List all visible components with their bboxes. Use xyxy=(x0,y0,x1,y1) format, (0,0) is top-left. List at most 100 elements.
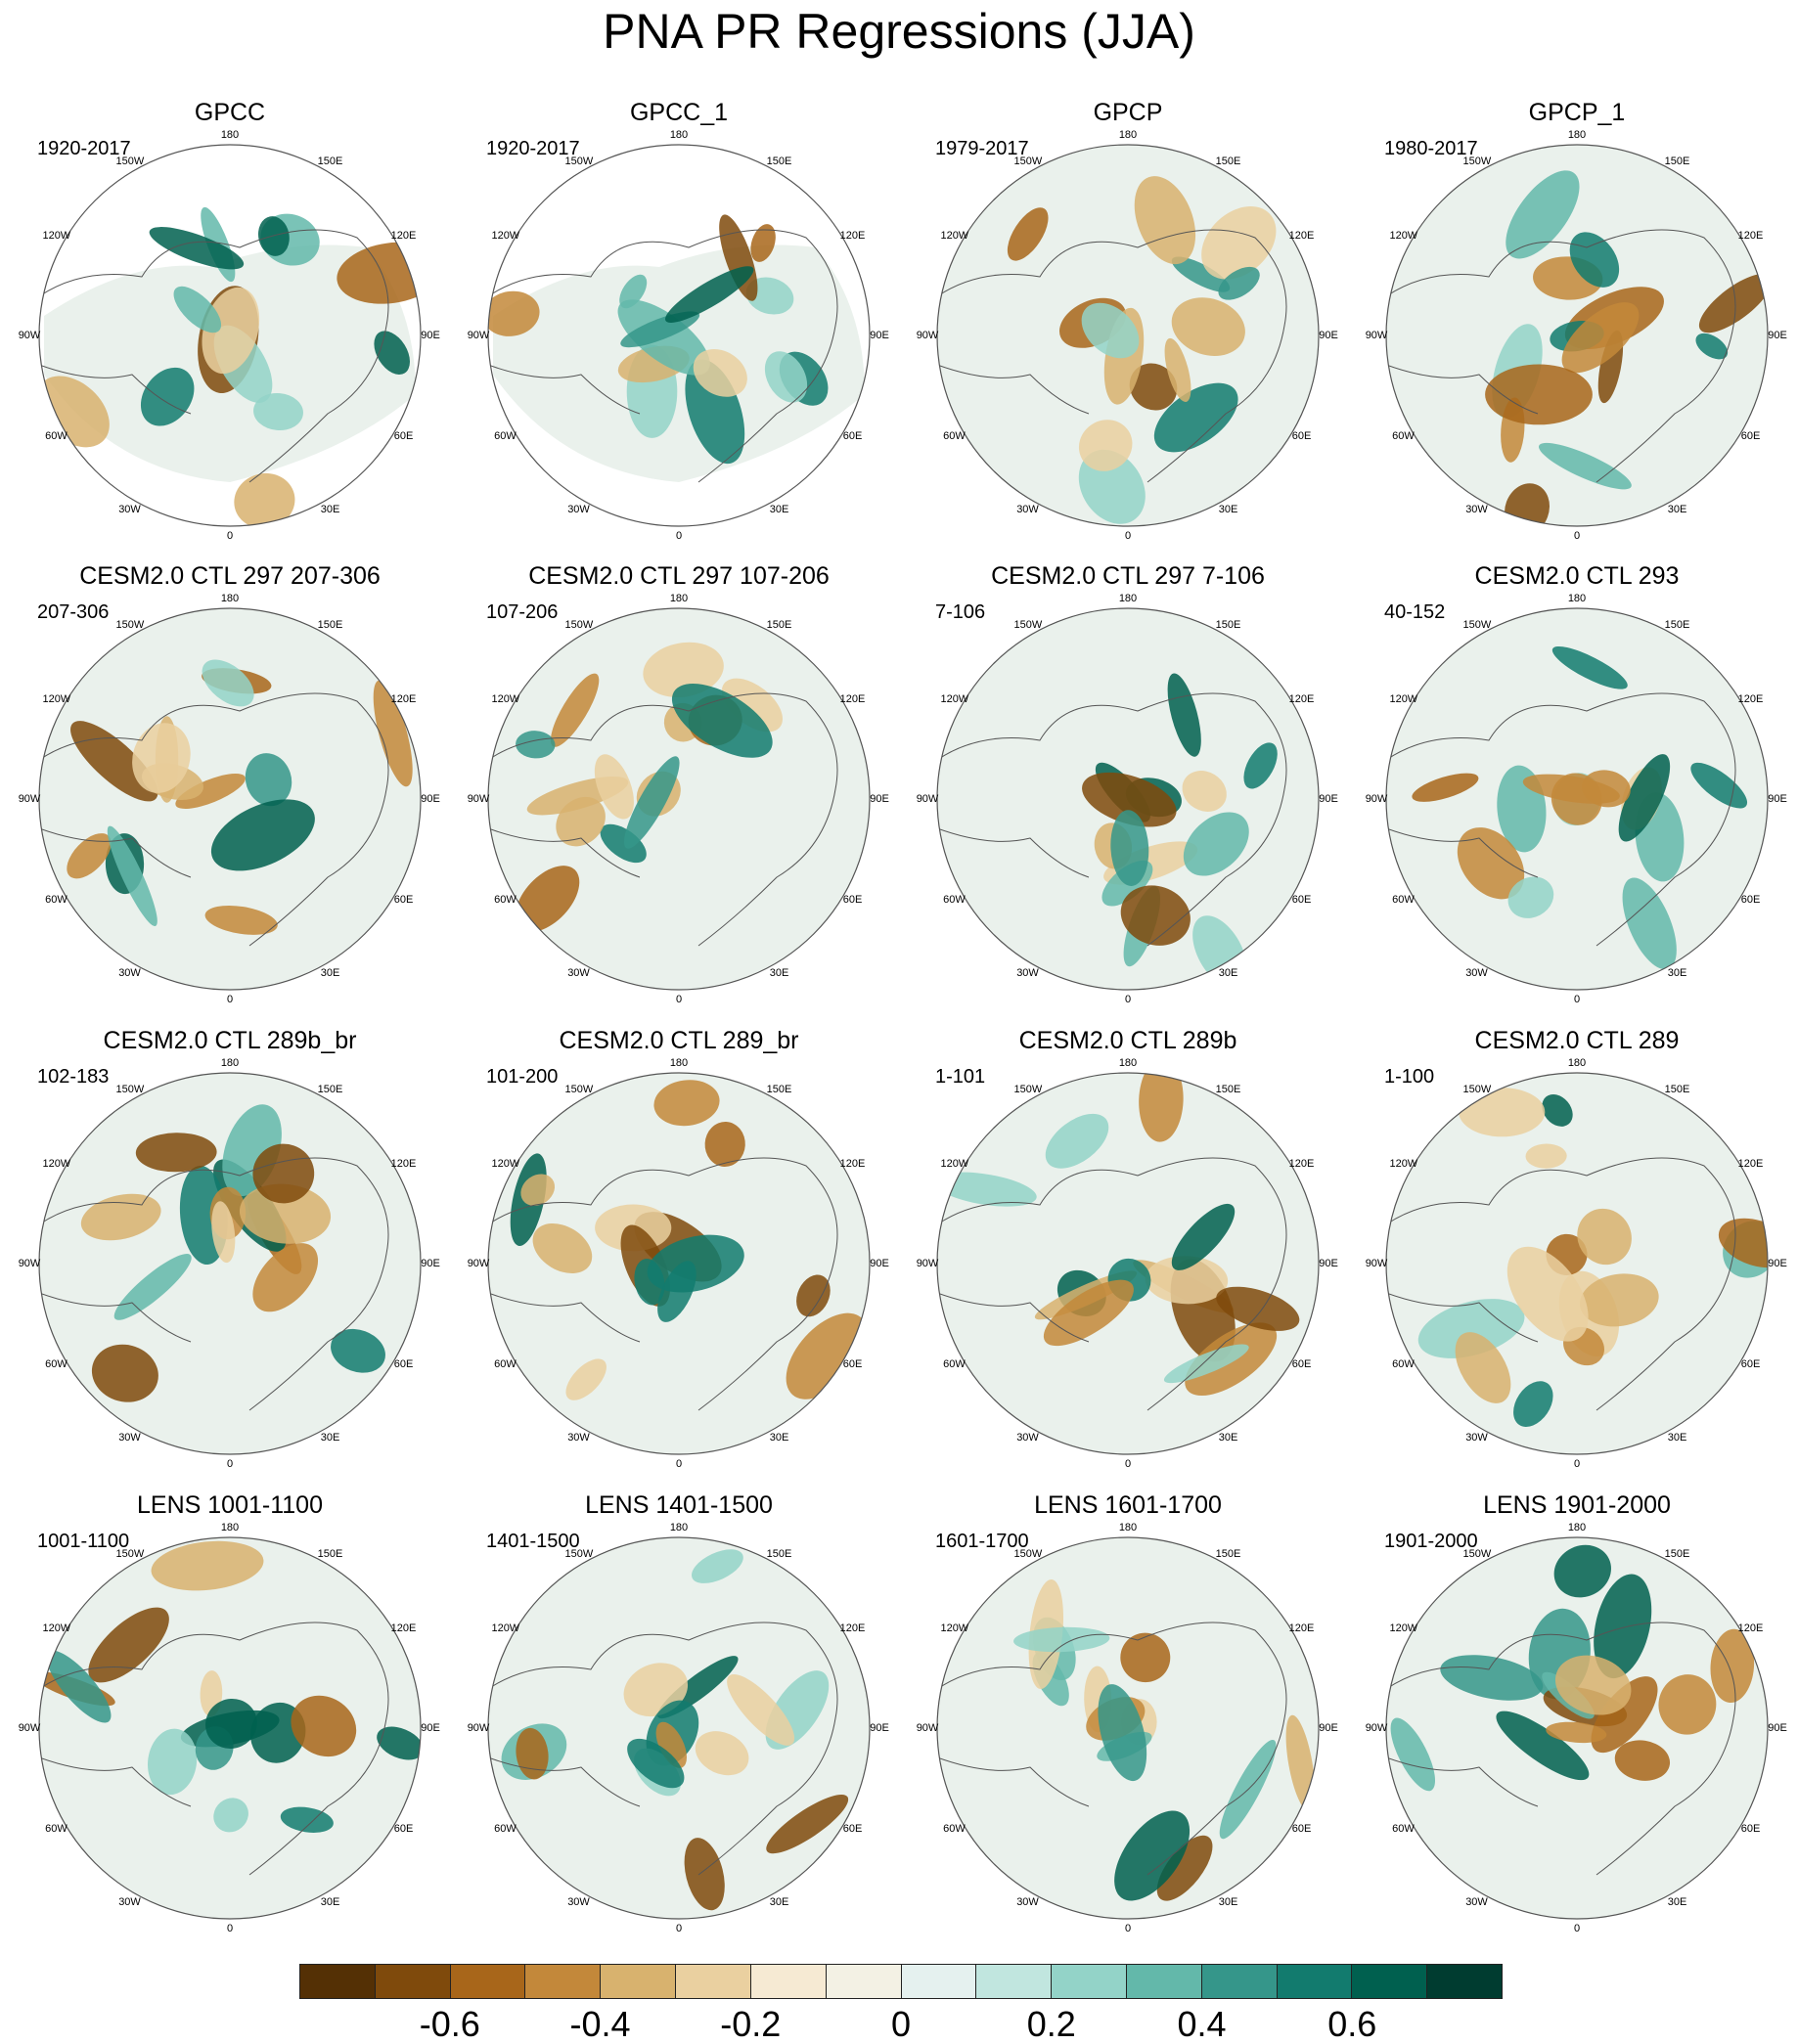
longitude-label: 90W xyxy=(1365,330,1388,341)
longitude-label: 0 xyxy=(226,1458,234,1470)
colorbar-swatch xyxy=(299,1964,375,1999)
colorbar-tick-label: 0 xyxy=(890,2004,912,2044)
longitude-label: 30W xyxy=(118,503,141,515)
longitude-label: 0 xyxy=(1573,530,1581,542)
longitude-label: 30E xyxy=(1667,503,1687,515)
longitude-label: 120W xyxy=(940,1622,969,1634)
longitude-label: 120E xyxy=(390,229,417,242)
longitude-label: 30W xyxy=(1016,1431,1039,1444)
colorbar-swatch xyxy=(600,1964,676,1999)
longitude-label: 90E xyxy=(1319,1722,1338,1734)
panel-title: CESM2.0 CTL 289 xyxy=(1474,1027,1680,1054)
longitude-label: 30E xyxy=(320,1895,340,1908)
colorbar-swatch xyxy=(374,1964,450,1999)
longitude-label: 60E xyxy=(842,1357,863,1370)
polar-map xyxy=(936,1072,1320,1455)
longitude-label: 120W xyxy=(42,1157,71,1170)
longitude-label: 150E xyxy=(766,1548,792,1561)
longitude-label: 180 xyxy=(669,593,689,604)
longitude-label: 120E xyxy=(839,229,866,242)
longitude-label: 150W xyxy=(1462,1548,1492,1561)
longitude-label: 90E xyxy=(1319,330,1338,341)
polar-map xyxy=(38,607,422,991)
longitude-label: 60W xyxy=(45,1357,67,1370)
longitude-label: 120E xyxy=(390,1622,417,1634)
polar-map xyxy=(487,607,871,991)
longitude-label: 60W xyxy=(943,1357,966,1370)
longitude-label: 30E xyxy=(1667,1431,1687,1444)
longitude-label: 90W xyxy=(467,330,490,341)
colorbar-swatch xyxy=(1351,1964,1427,1999)
longitude-label: 120W xyxy=(1389,692,1418,705)
longitude-label: 30E xyxy=(769,966,789,979)
longitude-label: 90E xyxy=(421,1722,440,1734)
longitude-label: 0 xyxy=(1573,1923,1581,1934)
longitude-label: 120E xyxy=(1737,692,1764,705)
panel-period: 7-106 xyxy=(935,601,986,623)
longitude-label: 60W xyxy=(1392,893,1415,906)
longitude-label: 30E xyxy=(1218,503,1238,515)
longitude-label: 120E xyxy=(1737,1157,1764,1170)
longitude-label: 60E xyxy=(1291,1822,1312,1835)
polar-map xyxy=(936,144,1320,527)
longitude-label: 180 xyxy=(669,129,689,141)
longitude-label: 90W xyxy=(916,1722,939,1734)
longitude-label: 90E xyxy=(870,793,889,805)
panel-title: CESM2.0 CTL 297 7-106 xyxy=(991,562,1265,590)
colorbar-tick-label: -0.2 xyxy=(720,2004,782,2044)
longitude-label: 150W xyxy=(1462,156,1492,168)
longitude-label: 30W xyxy=(567,966,590,979)
longitude-label: 150E xyxy=(1664,1548,1690,1561)
panel-period: 207-306 xyxy=(37,601,110,623)
longitude-label: 120W xyxy=(42,229,71,242)
longitude-label: 60W xyxy=(1392,429,1415,442)
longitude-label: 60W xyxy=(494,1357,517,1370)
panel-period: 102-183 xyxy=(37,1066,110,1088)
longitude-label: 150E xyxy=(1215,1548,1241,1561)
panel-title: GPCC_1 xyxy=(629,99,729,126)
longitude-label: 60W xyxy=(943,429,966,442)
panel-period: 1979-2017 xyxy=(935,138,1029,159)
longitude-label: 60W xyxy=(1392,1822,1415,1835)
longitude-label: 0 xyxy=(1573,994,1581,1005)
longitude-label: 180 xyxy=(1118,593,1138,604)
panel-period: 101-200 xyxy=(486,1066,559,1088)
longitude-label: 180 xyxy=(1118,1057,1138,1069)
longitude-label: 90E xyxy=(870,1258,889,1269)
longitude-label: 120W xyxy=(1389,229,1418,242)
longitude-label: 150W xyxy=(115,1548,145,1561)
longitude-label: 120E xyxy=(1288,692,1315,705)
longitude-label: 120E xyxy=(1288,1157,1315,1170)
colorbar-swatch xyxy=(1051,1964,1126,1999)
longitude-label: 90W xyxy=(1365,1258,1388,1269)
longitude-label: 150W xyxy=(115,619,145,632)
longitude-label: 60W xyxy=(943,893,966,906)
longitude-label: 60W xyxy=(45,893,67,906)
longitude-label: 90E xyxy=(1768,330,1787,341)
longitude-label: 60E xyxy=(842,1822,863,1835)
longitude-label: 120W xyxy=(1389,1157,1418,1170)
longitude-label: 0 xyxy=(226,1923,234,1934)
panel-period: 1401-1500 xyxy=(486,1531,580,1552)
longitude-label: 150W xyxy=(564,1084,594,1096)
longitude-label: 150E xyxy=(766,1084,792,1096)
longitude-label: 150W xyxy=(564,1548,594,1561)
longitude-label: 180 xyxy=(1118,1522,1138,1533)
longitude-label: 120E xyxy=(1737,229,1764,242)
longitude-label: 150E xyxy=(317,1548,343,1561)
longitude-label: 120W xyxy=(1389,1622,1418,1634)
longitude-label: 60E xyxy=(393,1357,414,1370)
longitude-label: 0 xyxy=(226,530,234,542)
panel-title: GPCP_1 xyxy=(1528,99,1626,126)
polar-map xyxy=(38,1536,422,1920)
longitude-label: 90E xyxy=(870,330,889,341)
colorbar-tick-label: -0.4 xyxy=(569,2004,631,2044)
panel-period: 1901-2000 xyxy=(1384,1531,1478,1552)
longitude-label: 60E xyxy=(1740,429,1761,442)
longitude-label: 90W xyxy=(18,1258,41,1269)
longitude-label: 30E xyxy=(769,1431,789,1444)
panel-period: 107-206 xyxy=(486,601,559,623)
longitude-label: 60E xyxy=(1740,1822,1761,1835)
panel-period: 1980-2017 xyxy=(1384,138,1478,159)
longitude-label: 0 xyxy=(675,994,683,1005)
